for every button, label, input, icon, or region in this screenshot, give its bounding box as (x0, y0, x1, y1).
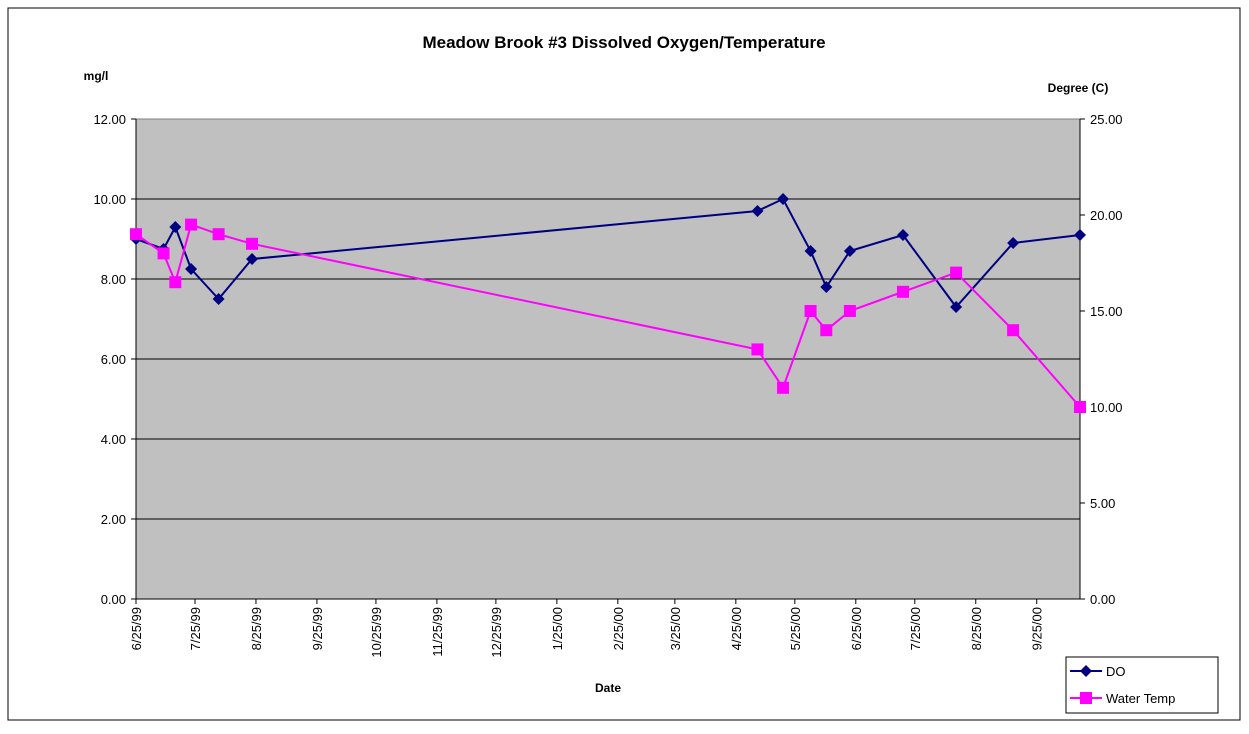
legend-label: DO (1106, 664, 1126, 679)
marker (897, 285, 909, 298)
marker (777, 193, 790, 205)
x-tick-label: 6/25/99 (129, 607, 144, 650)
marker (897, 229, 909, 241)
x-tick-label: 1/25/00 (550, 607, 565, 650)
marker (157, 247, 170, 260)
marker (820, 324, 833, 337)
marker (185, 263, 198, 275)
marker (804, 245, 817, 257)
marker (843, 245, 856, 257)
marker (1074, 229, 1086, 241)
marker (1080, 665, 1092, 677)
x-tick-label: 5/25/00 (788, 607, 803, 650)
y-tick-label: 0.00 (101, 592, 126, 607)
marker (1007, 237, 1020, 249)
x-tick-label: 7/25/99 (188, 607, 203, 650)
y-tick-label: 6.00 (101, 352, 126, 367)
marker (169, 221, 182, 233)
marker (1007, 324, 1020, 337)
x-tick-label: 4/25/00 (729, 607, 744, 650)
marker (246, 253, 259, 265)
marker (169, 276, 182, 289)
x-tick-label: 9/25/99 (310, 607, 325, 650)
x-tick-label: 12/25/99 (489, 607, 504, 658)
y2-tick-label: 0.00 (1090, 592, 1115, 607)
y-tick-label: 4.00 (101, 432, 126, 447)
marker (751, 205, 764, 217)
marker (1074, 401, 1086, 413)
x-tick-label: 8/25/00 (969, 607, 984, 650)
marker (185, 218, 198, 231)
marker (212, 228, 225, 241)
y2-axis-label: Degree (C) (1048, 81, 1109, 95)
legend-label: Water Temp (1106, 691, 1175, 706)
chart-title: Meadow Brook #3 Dissolved Oxygen/Tempera… (422, 33, 825, 52)
y2-tick-label: 20.00 (1090, 208, 1123, 223)
x-tick-label: 7/25/00 (908, 607, 923, 650)
marker (950, 266, 963, 279)
x-axis-label: Date (595, 681, 621, 695)
marker (212, 293, 225, 305)
y2-tick-label: 15.00 (1090, 304, 1123, 319)
x-tick-label: 8/25/99 (249, 607, 264, 650)
marker (843, 305, 856, 317)
marker (130, 228, 142, 241)
y-tick-label: 12.00 (93, 112, 126, 127)
x-tick-label: 10/25/99 (369, 607, 384, 658)
marker (777, 381, 790, 394)
marker (751, 343, 764, 356)
x-tick-label: 11/25/99 (430, 607, 445, 657)
marker (820, 281, 833, 293)
marker (804, 305, 817, 317)
x-tick-label: 6/25/00 (849, 607, 864, 650)
y2-tick-label: 25.00 (1090, 112, 1123, 127)
y2-tick-label: 10.00 (1090, 400, 1123, 415)
marker (950, 301, 963, 313)
y-tick-label: 10.00 (93, 192, 126, 207)
x-tick-label: 3/25/00 (668, 607, 683, 650)
marker (246, 237, 259, 250)
x-tick-label: 9/25/00 (1030, 607, 1045, 650)
y2-tick-label: 5.00 (1090, 496, 1115, 511)
y-axis-label: mg/l (84, 69, 109, 83)
y-tick-label: 2.00 (101, 512, 126, 527)
y-tick-label: 8.00 (101, 272, 126, 287)
x-tick-label: 2/25/00 (611, 607, 626, 650)
marker (1080, 692, 1092, 704)
